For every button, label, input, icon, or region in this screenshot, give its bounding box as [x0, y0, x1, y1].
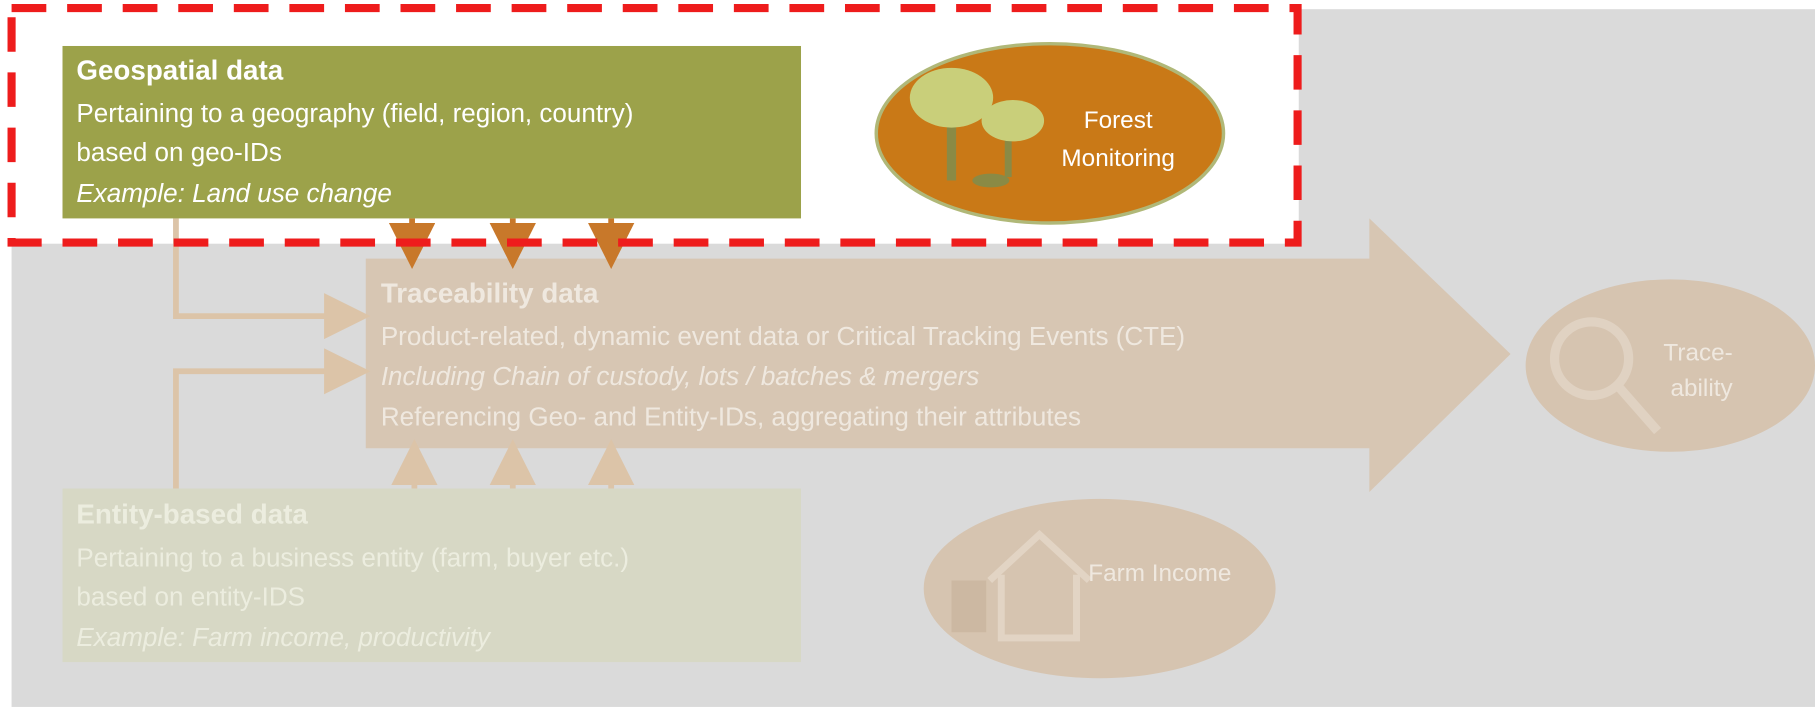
ellipse-label: Monitoring: [1061, 145, 1174, 172]
box-text: Pertaining to a geography (field, region…: [76, 100, 633, 128]
diagram: Geospatial data Pertaining to a geograph…: [0, 0, 1815, 715]
ellipse-label: ability: [1670, 375, 1733, 402]
page: {"geospatial": {"title": "Geospatial dat…: [0, 0, 1815, 715]
box-text: based on geo-IDs: [76, 139, 281, 167]
ellipse-label: Farm Income: [1088, 560, 1231, 587]
arrow-title: Traceability data: [381, 278, 599, 309]
forest-ellipse: [876, 44, 1223, 223]
ellipse-label: Forest: [1084, 107, 1153, 134]
box-example: Example: Farm income, productivity: [76, 624, 492, 652]
box-title: Geospatial data: [76, 55, 283, 86]
ellipse-label: Trace-: [1663, 339, 1732, 366]
box-text: Pertaining to a business entity (farm, b…: [76, 545, 629, 573]
box-title: Entity-based data: [76, 499, 308, 530]
box-text: based on entity-IDS: [76, 584, 305, 612]
arrow-text: Referencing Geo- and Entity-IDs, aggrega…: [381, 403, 1081, 431]
arrow-text: Including Chain of custody, lots / batch…: [381, 363, 979, 391]
arrow-text: Product-related, dynamic event data or C…: [381, 323, 1185, 351]
box-example: Example: Land use change: [76, 180, 391, 208]
